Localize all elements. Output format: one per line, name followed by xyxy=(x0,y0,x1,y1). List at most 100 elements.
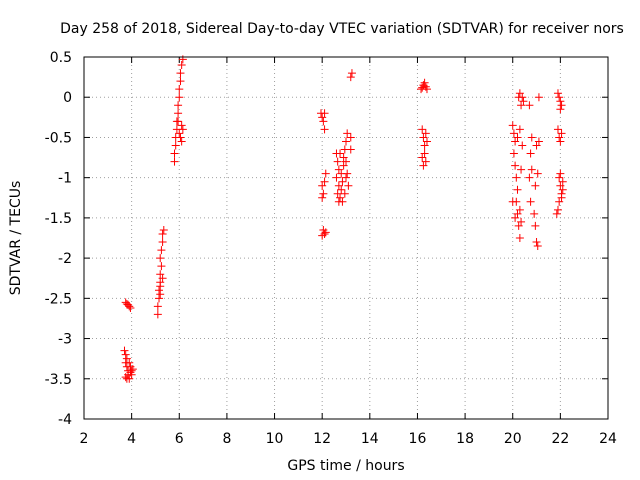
data-point xyxy=(509,149,518,158)
data-point xyxy=(338,177,347,186)
data-point xyxy=(332,173,341,182)
data-points xyxy=(120,55,567,383)
data-point xyxy=(121,350,130,359)
x-tick-label: 4 xyxy=(127,431,136,447)
data-point xyxy=(525,173,534,182)
data-point xyxy=(526,197,535,206)
data-point xyxy=(338,197,347,206)
data-point xyxy=(513,185,522,194)
data-point xyxy=(511,213,520,222)
y-tick-label: -4 xyxy=(58,412,72,428)
data-point xyxy=(527,165,536,174)
data-point xyxy=(420,149,429,158)
data-point xyxy=(552,209,561,218)
data-point xyxy=(174,101,183,110)
data-point xyxy=(534,93,543,102)
data-point xyxy=(336,149,345,158)
data-point xyxy=(555,197,564,206)
data-point xyxy=(320,177,329,186)
y-axis-label: SDTVAR / TECUs xyxy=(8,181,24,296)
data-point xyxy=(553,125,562,134)
axis-ticks xyxy=(83,56,609,420)
data-point xyxy=(170,157,179,166)
data-point xyxy=(153,302,162,311)
grid-lines xyxy=(84,57,608,419)
data-point xyxy=(422,85,431,94)
data-point xyxy=(175,85,184,94)
data-point xyxy=(418,153,427,162)
data-point xyxy=(533,169,542,178)
data-point xyxy=(342,173,350,182)
data-point xyxy=(156,278,165,287)
data-point xyxy=(337,185,346,194)
data-point xyxy=(121,373,130,382)
x-tick-label: 24 xyxy=(599,431,617,447)
data-point xyxy=(532,141,541,150)
data-point xyxy=(318,181,327,190)
data-point xyxy=(421,157,430,166)
y-tick-labels: -4 -3.5 -3 -2.5 -2 -1.5 -1 -0.5 0 0.5 xyxy=(45,50,72,428)
data-point xyxy=(334,181,343,190)
data-point xyxy=(518,141,527,150)
x-tick-label: 12 xyxy=(313,431,331,447)
data-point xyxy=(333,157,342,166)
data-point xyxy=(339,153,348,162)
data-point xyxy=(511,161,520,170)
data-point xyxy=(158,274,167,283)
data-point xyxy=(553,205,562,214)
data-point xyxy=(318,113,327,122)
data-point xyxy=(158,238,167,247)
y-tick-label: -3.5 xyxy=(45,372,72,388)
plot-frame xyxy=(83,56,609,420)
data-point xyxy=(557,101,566,110)
data-point xyxy=(515,234,524,242)
data-point xyxy=(515,89,524,98)
data-point xyxy=(515,125,524,134)
data-point xyxy=(176,77,185,86)
data-point xyxy=(419,133,428,142)
data-point xyxy=(420,141,429,150)
data-point xyxy=(347,69,356,78)
data-point xyxy=(156,290,165,299)
data-point xyxy=(517,101,526,110)
data-point xyxy=(153,310,162,319)
data-point xyxy=(526,149,535,158)
data-point xyxy=(157,262,166,271)
x-tick-label: 2 xyxy=(80,431,89,447)
data-point xyxy=(174,117,183,126)
data-point xyxy=(556,137,565,146)
data-point xyxy=(509,129,518,138)
data-point xyxy=(527,133,536,142)
data-point xyxy=(125,302,134,311)
data-point xyxy=(556,181,565,190)
data-point xyxy=(517,165,526,174)
data-point xyxy=(122,354,131,363)
data-point xyxy=(155,286,164,295)
data-point xyxy=(320,125,329,134)
data-point xyxy=(170,149,179,158)
data-point xyxy=(321,169,330,178)
x-tick-label: 10 xyxy=(266,431,284,447)
data-point xyxy=(513,133,522,142)
data-point xyxy=(176,69,185,78)
data-point xyxy=(420,78,429,87)
data-point xyxy=(177,121,186,130)
data-point xyxy=(155,294,164,303)
data-point xyxy=(319,189,328,198)
y-tick-label: -0.5 xyxy=(45,130,72,146)
data-point xyxy=(419,161,428,170)
data-point xyxy=(556,169,565,178)
data-point xyxy=(533,242,542,251)
data-point xyxy=(553,89,562,98)
data-point xyxy=(515,205,524,214)
data-point xyxy=(519,97,528,106)
data-point xyxy=(418,125,427,134)
data-point xyxy=(531,221,540,230)
data-point xyxy=(346,73,355,82)
data-point xyxy=(557,193,566,202)
data-point xyxy=(532,238,541,247)
data-point xyxy=(346,133,355,142)
data-point xyxy=(126,303,135,312)
y-tick-label: -2 xyxy=(58,251,72,267)
data-point xyxy=(336,193,345,202)
